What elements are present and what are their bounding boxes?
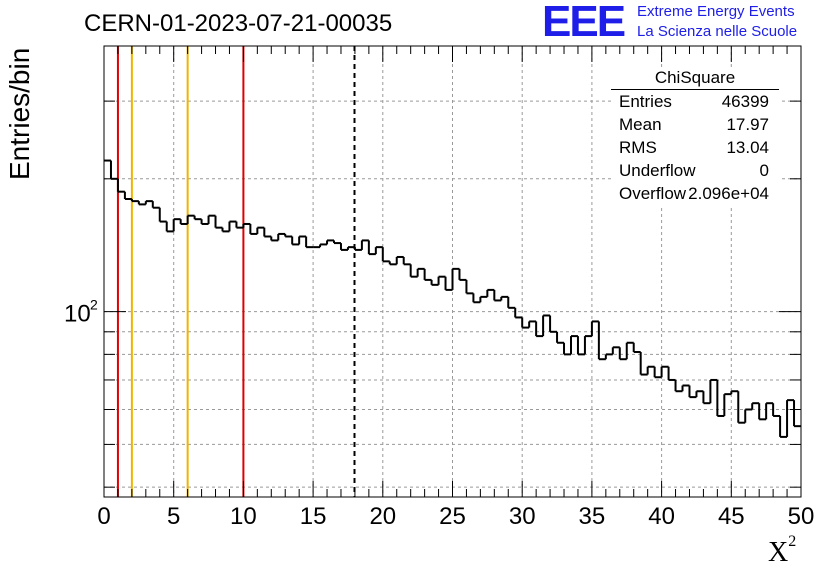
logo-line-1: Extreme Energy Events xyxy=(637,3,795,20)
stats-key: Underflow xyxy=(619,161,696,180)
y-tick-label: 10 xyxy=(64,301,91,328)
chart-title: CERN-01-2023-07-21-00035 xyxy=(84,10,393,37)
stats-row: Entries 46399 xyxy=(613,90,779,113)
stats-value: 46399 xyxy=(721,92,769,111)
stats-box: ChiSquare Entries 46399 Mean 17.97 RMS 13.0… xyxy=(611,68,779,205)
stats-row: RMS 13.04 xyxy=(613,136,779,159)
x-tick-label: 15 xyxy=(300,503,327,530)
stats-value: 0 xyxy=(759,161,769,180)
x-tick-label: 40 xyxy=(648,503,675,530)
stats-row: Mean 17.97 xyxy=(613,113,779,136)
stats-row: Underflow 0 xyxy=(613,159,779,182)
x-tick-label: 30 xyxy=(509,503,536,530)
x-axis-label: X2 xyxy=(768,533,796,569)
x-tick-label: 50 xyxy=(788,503,815,530)
x-axis-label-sup: 2 xyxy=(788,533,797,550)
x-tick-label: 25 xyxy=(439,503,466,530)
stats-key: RMS xyxy=(619,138,657,157)
stats-key: Entries xyxy=(619,92,672,111)
stats-value: 17.97 xyxy=(726,115,769,134)
x-tick-label: 0 xyxy=(97,503,110,530)
x-tick-label: 10 xyxy=(230,503,257,530)
stats-value: 2.096e+04 xyxy=(688,184,769,203)
x-axis-label-base: X xyxy=(768,537,789,568)
stats-key: Overflow xyxy=(619,184,687,203)
y-tick-label-exponent: 2 xyxy=(90,297,98,313)
stats-title: ChiSquare xyxy=(611,68,779,90)
x-tick-label: 5 xyxy=(167,503,180,530)
axis-ticks xyxy=(103,45,802,497)
stats-row: Overflow 2.096e+04 xyxy=(613,182,779,205)
x-tick-label: 35 xyxy=(579,503,606,530)
stats-key: Mean xyxy=(619,115,662,134)
logo-line-2: La Scienza nelle Scuole xyxy=(637,23,798,40)
stats-value: 13.04 xyxy=(726,138,769,157)
marker-lines xyxy=(116,46,356,497)
x-tick-label: 45 xyxy=(718,503,745,530)
y-axis-label: Entries/bin xyxy=(4,47,35,180)
logo-caption: Extreme Energy Events La Scienza nelle S… xyxy=(637,2,797,42)
eee-logo: EEE xyxy=(542,0,626,46)
x-tick-label: 20 xyxy=(369,503,396,530)
